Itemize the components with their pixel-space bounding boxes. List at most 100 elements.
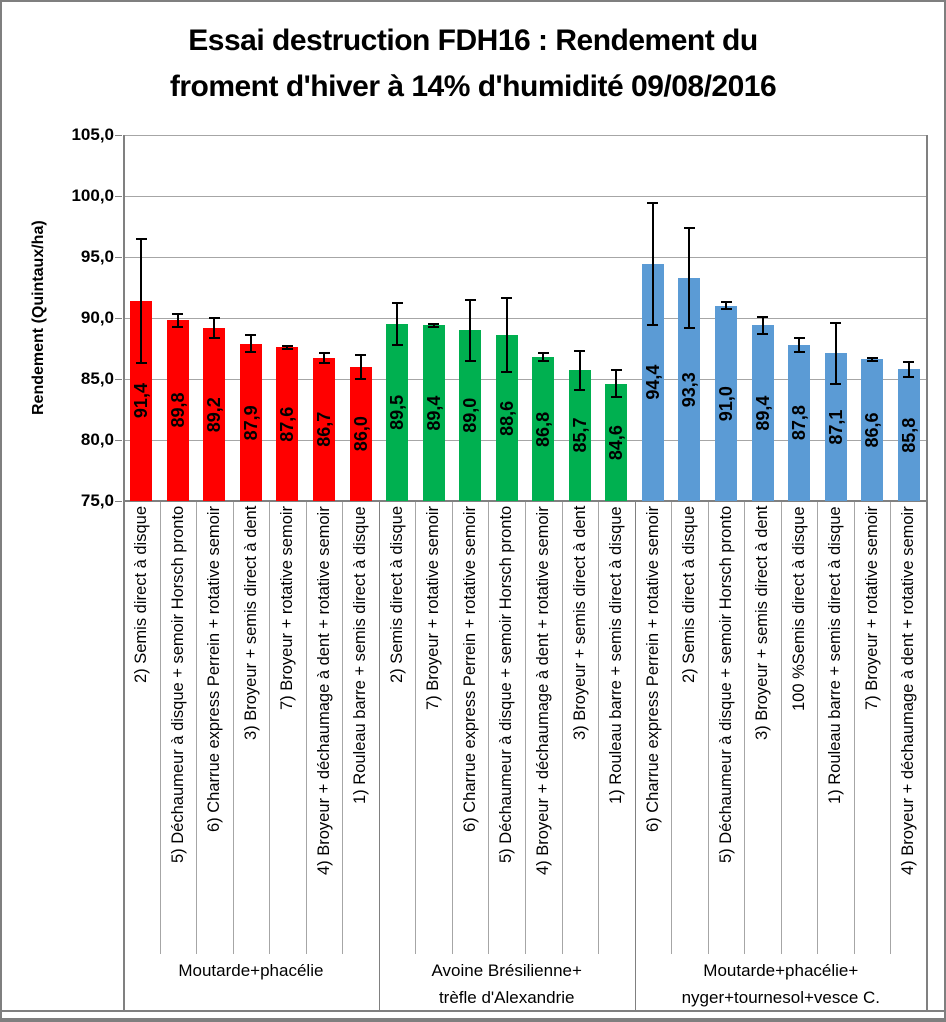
error-bar bbox=[834, 322, 837, 384]
bar[interactable] bbox=[386, 324, 409, 501]
error-bar bbox=[213, 318, 216, 338]
bar-value-label: 86,8 bbox=[533, 411, 554, 447]
error-bar-cap-bottom bbox=[208, 336, 220, 339]
bar-value-label: 86,7 bbox=[314, 412, 334, 448]
category-separator-line bbox=[451, 501, 453, 954]
group-label-line: Avoine Brésilienne+ bbox=[431, 961, 582, 980]
category-label: 2) Semis direct à disque bbox=[387, 506, 406, 683]
bar[interactable] bbox=[897, 369, 920, 501]
category-separator-line bbox=[853, 501, 855, 954]
category-label: 7) Broyeur + rotative semoir bbox=[862, 506, 881, 711]
category-separator-line bbox=[305, 501, 307, 954]
category-label: 5) Déchaumeur à disque + semoir Horsch p… bbox=[716, 506, 735, 864]
y-axis-tick bbox=[115, 135, 122, 136]
error-bar-cap-top bbox=[866, 357, 878, 360]
plot-right-border bbox=[926, 135, 928, 1010]
error-bar-cap-top bbox=[318, 352, 330, 355]
bar[interactable] bbox=[715, 305, 737, 501]
category-separator-line bbox=[671, 501, 673, 954]
bar[interactable] bbox=[459, 330, 482, 501]
y-tick-label: 100,0 bbox=[71, 186, 114, 205]
error-bar bbox=[432, 324, 435, 327]
error-bar bbox=[798, 337, 801, 353]
error-bar-cap-bottom bbox=[537, 359, 549, 362]
category-label: 3) Broyeur + semis direct à dent bbox=[753, 506, 772, 741]
bar[interactable] bbox=[641, 264, 664, 501]
error-bar-cap-top bbox=[683, 226, 695, 229]
error-bar-cap-top bbox=[830, 321, 842, 324]
error-bar-cap-bottom bbox=[683, 326, 695, 329]
category-label: 2) Semis direct à disque bbox=[132, 506, 150, 683]
error-bar-cap-bottom bbox=[391, 343, 403, 346]
x-axis-line bbox=[123, 500, 927, 502]
error-bar-cap-top bbox=[428, 323, 440, 326]
category-label: 7) Broyeur + rotative semoir bbox=[424, 506, 443, 711]
category-label: 5) Déchaumeur à disque + semoir Horsch p… bbox=[168, 506, 187, 864]
category-label: 2) Semis direct à disque bbox=[680, 506, 699, 683]
category-label: 4) Broyeur + déchaumage à dent + rotativ… bbox=[534, 506, 552, 875]
category-separator-line bbox=[488, 501, 490, 954]
bar-value-label: 86,0 bbox=[350, 416, 371, 452]
bar[interactable] bbox=[422, 325, 445, 501]
bar[interactable] bbox=[130, 300, 153, 501]
error-bar-cap-top bbox=[281, 345, 293, 348]
error-bar-cap-bottom bbox=[720, 308, 732, 311]
error-bar bbox=[615, 370, 618, 398]
category-separator-line bbox=[744, 501, 746, 954]
group-separator-line bbox=[378, 501, 380, 1010]
error-bar bbox=[469, 299, 472, 361]
y-tick-label: 75,0 bbox=[80, 491, 114, 510]
y-tick-label: 95,0 bbox=[80, 247, 114, 266]
bar[interactable] bbox=[568, 370, 591, 501]
bar[interactable] bbox=[313, 358, 335, 501]
category-separator-line bbox=[525, 501, 526, 954]
gridline bbox=[123, 318, 927, 319]
gridline bbox=[123, 440, 927, 441]
gridline bbox=[123, 196, 927, 197]
gridline bbox=[123, 379, 927, 380]
y-axis-tick bbox=[115, 196, 122, 197]
y-axis-tick bbox=[115, 257, 122, 258]
bar[interactable] bbox=[824, 353, 847, 501]
chart-title: Essai destruction FDH16 : Rendement du f… bbox=[2, 18, 944, 110]
bar-value-label: 88,6 bbox=[496, 400, 517, 436]
error-bar-cap-top bbox=[391, 302, 403, 305]
error-bar-cap-top bbox=[574, 349, 586, 352]
bar[interactable] bbox=[678, 277, 701, 501]
bar[interactable] bbox=[605, 383, 628, 501]
error-bar-cap-top bbox=[245, 334, 257, 337]
bar[interactable] bbox=[751, 325, 774, 501]
bar-value-label: 89,2 bbox=[204, 396, 225, 432]
error-bar-cap-top bbox=[537, 352, 549, 355]
category-separator-line bbox=[598, 501, 600, 954]
y-tick-label: 85,0 bbox=[80, 369, 114, 388]
y-tick-label: 105,0 bbox=[71, 125, 114, 144]
y-axis-tick bbox=[115, 318, 122, 319]
error-bar bbox=[688, 227, 691, 328]
bar[interactable] bbox=[788, 344, 811, 501]
bar[interactable] bbox=[495, 335, 518, 501]
error-bar bbox=[542, 353, 545, 361]
bar[interactable] bbox=[276, 347, 299, 501]
bar[interactable] bbox=[532, 357, 555, 501]
category-label: 4) Broyeur + déchaumage à dent + rotativ… bbox=[314, 506, 333, 875]
bar[interactable] bbox=[239, 343, 262, 501]
category-label: 6) Charrue express Perrein + rotative se… bbox=[643, 506, 662, 833]
error-bar bbox=[140, 238, 143, 364]
bar[interactable] bbox=[203, 327, 226, 501]
bar-value-label: 89,4 bbox=[752, 395, 773, 431]
error-bar bbox=[907, 361, 910, 377]
category-separator-line bbox=[196, 501, 198, 954]
error-bar-cap-bottom bbox=[647, 324, 659, 327]
error-bar-cap-top bbox=[757, 315, 769, 318]
error-bar bbox=[323, 353, 325, 364]
error-bar bbox=[286, 346, 289, 349]
bar[interactable] bbox=[349, 366, 372, 501]
group-label-line: nyger+tournesol+vesce C. bbox=[681, 988, 881, 1007]
category-separator-line bbox=[269, 501, 271, 954]
category-label: 3) Broyeur + semis direct à dent bbox=[241, 506, 260, 741]
bar-value-label: 85,8 bbox=[898, 417, 919, 453]
bar[interactable] bbox=[861, 359, 884, 501]
error-bar bbox=[725, 302, 727, 310]
bar[interactable] bbox=[166, 320, 189, 501]
